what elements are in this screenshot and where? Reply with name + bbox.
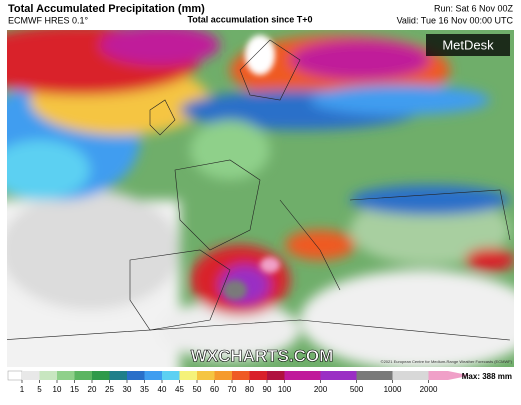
legend-swatch: [320, 371, 357, 380]
legend-swatch: [428, 371, 448, 380]
subtitle: Total accumulation since T+0: [187, 14, 312, 24]
legend-swatch: [267, 371, 285, 380]
legend-max: Max: 388 mm: [462, 372, 512, 381]
legend-swatch: [284, 371, 321, 380]
legend: 1 5 10 15 20 25 30 35 40 45 50 60 70 80 90 100 200 500 100…: [7, 370, 470, 394]
legend-label: 40: [158, 385, 167, 394]
legend-swatch: [144, 371, 162, 380]
legend-label: 100: [278, 385, 292, 394]
legend-swatch: [109, 371, 127, 380]
legend-label: 2000: [420, 385, 438, 394]
map: MetDesk WXCHARTS.COM ©2021 European Cent…: [7, 30, 514, 367]
legend-label: 20: [88, 385, 97, 394]
legend-label: 70: [228, 385, 237, 394]
legend-label: 200: [314, 385, 328, 394]
legend-label: 60: [210, 385, 219, 394]
legend-arrow: [448, 371, 470, 380]
legend-label: 35: [140, 385, 149, 394]
valid: Valid: Tue 16 Nov 00:00 UTC: [397, 15, 514, 25]
legend-label: 80: [245, 385, 254, 394]
watermark: WXCHARTS.COM: [191, 346, 334, 365]
legend-swatch: [22, 371, 40, 380]
legend-swatch: [39, 371, 57, 380]
legend-swatch: [232, 371, 250, 380]
legend-label: 50: [193, 385, 202, 394]
legend-swatch: [74, 371, 92, 380]
legend-label: 1: [20, 385, 25, 394]
logo: MetDesk: [442, 37, 494, 52]
legend-swatch: [392, 371, 429, 380]
legend-swatch: [127, 371, 145, 380]
legend-start: [7, 370, 23, 381]
legend-swatch: [162, 371, 180, 380]
run: Run: Sat 6 Nov 00Z: [434, 3, 514, 13]
legend-label: 10: [53, 385, 62, 394]
legend-label: 5: [37, 385, 42, 394]
legend-swatch: [197, 371, 215, 380]
legend-swatch: [179, 371, 197, 380]
legend-swatch: [356, 371, 393, 380]
model: ECMWF HRES 0.1°: [8, 15, 89, 25]
copyright: ©2021 European Centre for Medium-Range W…: [381, 359, 513, 364]
legend-label: 500: [350, 385, 364, 394]
title: Total Accumulated Precipitation (mm): [8, 3, 205, 15]
legend-label: 30: [123, 385, 132, 394]
legend-swatch: [214, 371, 232, 380]
legend-swatch: [57, 371, 75, 380]
legend-label: 45: [175, 385, 184, 394]
legend-swatch: [92, 371, 110, 380]
legend-label: 90: [263, 385, 272, 394]
legend-label: 25: [105, 385, 114, 394]
legend-label: 1000: [384, 385, 402, 394]
legend-label: 15: [70, 385, 79, 394]
legend-swatch: [249, 371, 267, 380]
